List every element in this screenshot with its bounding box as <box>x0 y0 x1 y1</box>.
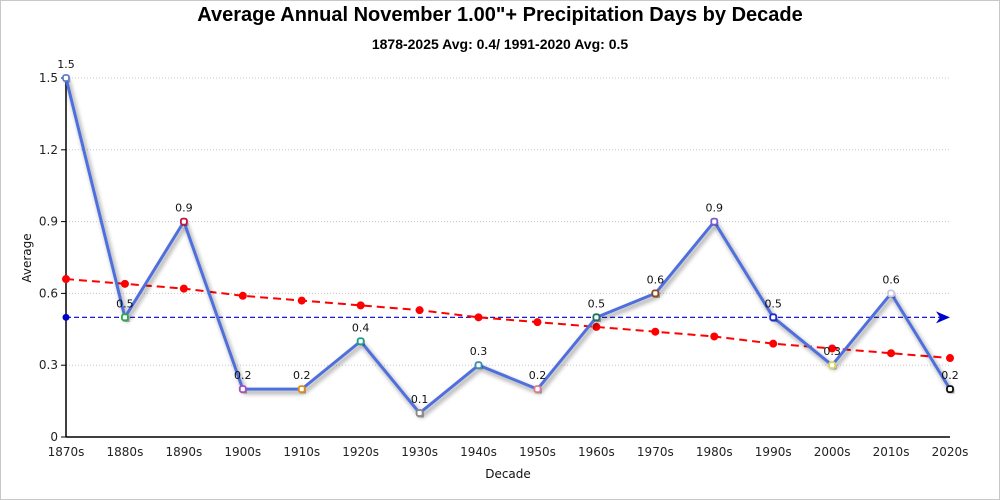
data-label: 0.2 <box>941 369 959 382</box>
data-label: 0.2 <box>293 369 311 382</box>
data-point <box>828 361 837 370</box>
trend-point <box>769 339 778 348</box>
average-series <box>62 74 954 417</box>
trend-point <box>887 349 896 358</box>
y-tick-label: 0.3 <box>39 358 58 372</box>
data-label: 0.5 <box>116 297 134 310</box>
data-label: 0.3 <box>823 345 841 358</box>
x-tick-label: 2020s <box>932 445 969 459</box>
data-label: 1.5 <box>57 58 75 71</box>
data-label: 0.2 <box>234 369 252 382</box>
average-reference-line <box>62 311 950 324</box>
data-label: 0.2 <box>529 369 547 382</box>
x-tick-label: 1880s <box>107 445 144 459</box>
y-tick-label: 1.2 <box>39 143 58 157</box>
trend-point <box>533 318 542 327</box>
data-point <box>297 385 306 394</box>
x-tick-label: 1990s <box>755 445 792 459</box>
data-label: 0.6 <box>647 273 665 286</box>
x-tick-label: 1940s <box>460 445 497 459</box>
trend-series <box>62 275 954 363</box>
trend-line <box>65 278 951 360</box>
trend-point <box>297 296 306 305</box>
x-tick-label: 1950s <box>519 445 556 459</box>
x-tick-label: 2000s <box>814 445 851 459</box>
data-label: 0.9 <box>175 202 193 215</box>
y-tick-label: 0 <box>50 430 58 444</box>
trend-point <box>179 284 188 293</box>
data-point <box>710 217 719 226</box>
x-tick-label: 1920s <box>342 445 379 459</box>
reference-line-arrow <box>936 311 950 324</box>
x-tick-label: 1980s <box>696 445 733 459</box>
x-axis-label: Decade <box>485 467 531 481</box>
trend-point <box>710 332 719 341</box>
data-point <box>415 409 424 417</box>
data-point <box>179 217 188 226</box>
chart-subtitle: 1878-2025 Avg: 0.4/ 1991-2020 Avg: 0.5 <box>371 36 629 52</box>
trend-point <box>651 327 660 336</box>
trend-point <box>474 313 483 322</box>
data-label: 0.9 <box>706 202 724 215</box>
data-point <box>474 361 483 370</box>
y-tick-label: 0.6 <box>39 286 58 300</box>
axes <box>65 78 950 438</box>
x-tick-label: 1970s <box>637 445 674 459</box>
reference-line-start-marker <box>62 313 70 321</box>
x-axis-ticks: 1870s 1880s 1890s 1900s 1910s 1920s 1930s 1940s… <box>48 445 969 459</box>
x-tick-label: 2010s <box>873 445 910 459</box>
trend-point <box>238 291 247 300</box>
data-point <box>121 313 129 322</box>
data-point <box>887 289 895 298</box>
data-point <box>238 385 247 394</box>
x-tick-label: 1890s <box>165 445 202 459</box>
data-point <box>62 74 70 82</box>
y-axis-ticks: 0 0.3 0.6 0.9 1.2 1.5 <box>39 71 66 444</box>
data-point <box>533 385 542 394</box>
x-tick-label: 1870s <box>48 445 85 459</box>
data-label: 0.5 <box>588 297 606 310</box>
gridlines <box>66 77 950 366</box>
trend-point <box>828 344 837 353</box>
trend-point <box>62 275 70 284</box>
x-tick-label: 1930s <box>401 445 438 459</box>
y-axis-label: Average <box>20 233 34 282</box>
series-line <box>64 77 952 415</box>
chart-title: Average Annual November 1.00"+ Precipita… <box>197 4 803 26</box>
trend-point <box>415 306 424 315</box>
data-point <box>592 313 601 322</box>
trend-point <box>120 279 129 288</box>
y-tick-label: 0.9 <box>39 215 58 229</box>
x-tick-label: 1960s <box>578 445 615 459</box>
data-point <box>769 313 778 322</box>
data-labels: 1.5 0.5 0.9 0.2 0.2 0.4 0.1 0.3 0.2 0.5 0.6 0.9 0.5 0… <box>57 58 959 406</box>
data-label: 0.6 <box>882 273 900 286</box>
y-tick-label: 1.5 <box>39 71 58 85</box>
data-point <box>651 289 660 298</box>
trend-point <box>592 322 601 331</box>
trend-point <box>946 354 954 363</box>
data-label: 0.5 <box>764 297 782 310</box>
data-point <box>946 385 954 394</box>
data-label: 0.3 <box>470 345 488 358</box>
x-tick-label: 1910s <box>283 445 320 459</box>
data-label: 0.4 <box>352 321 370 334</box>
trend-point <box>356 301 365 310</box>
x-tick-label: 1900s <box>224 445 261 459</box>
data-label: 0.1 <box>411 393 429 406</box>
data-point <box>356 337 365 346</box>
